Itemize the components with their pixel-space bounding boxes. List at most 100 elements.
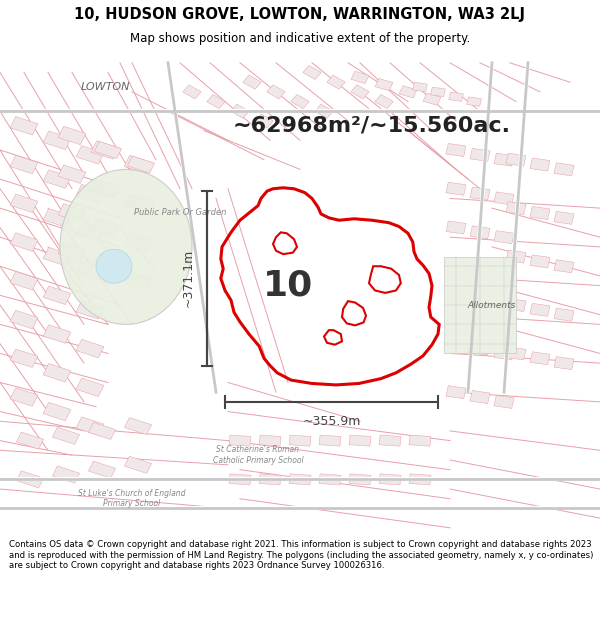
Bar bbox=[351, 85, 369, 99]
Bar bbox=[494, 308, 514, 321]
Bar bbox=[319, 474, 341, 485]
Bar bbox=[91, 141, 119, 159]
Bar bbox=[379, 435, 401, 446]
Bar bbox=[554, 357, 574, 369]
Bar bbox=[446, 144, 466, 156]
Bar bbox=[494, 153, 514, 166]
Bar bbox=[76, 339, 104, 358]
Bar bbox=[506, 202, 526, 214]
Bar bbox=[43, 402, 71, 421]
Bar bbox=[124, 194, 152, 213]
Text: Map shows position and indicative extent of the property.: Map shows position and indicative extent… bbox=[130, 32, 470, 45]
Bar bbox=[76, 223, 104, 242]
Bar bbox=[470, 342, 490, 355]
Bar bbox=[94, 180, 122, 198]
Bar bbox=[506, 347, 526, 360]
Bar bbox=[259, 435, 281, 446]
Ellipse shape bbox=[60, 169, 192, 324]
Bar bbox=[494, 347, 514, 360]
Bar bbox=[446, 221, 466, 234]
Bar bbox=[554, 163, 574, 176]
Bar bbox=[470, 391, 490, 404]
Bar bbox=[506, 250, 526, 263]
Bar bbox=[444, 256, 516, 354]
Bar bbox=[470, 226, 490, 239]
Text: Allotments: Allotments bbox=[468, 301, 516, 309]
Bar bbox=[375, 94, 393, 109]
Bar bbox=[423, 93, 441, 105]
Bar bbox=[10, 310, 38, 329]
Bar bbox=[76, 378, 104, 397]
Bar bbox=[43, 364, 71, 382]
Bar bbox=[494, 396, 514, 408]
Bar bbox=[289, 435, 311, 446]
Bar bbox=[124, 155, 152, 174]
Bar bbox=[229, 474, 251, 485]
Bar bbox=[506, 299, 526, 311]
Bar bbox=[58, 204, 86, 222]
Bar bbox=[229, 435, 251, 446]
Text: St Catherine's Roman
Catholic Primary School: St Catherine's Roman Catholic Primary Sc… bbox=[212, 446, 304, 465]
Bar bbox=[409, 474, 431, 485]
Bar bbox=[494, 192, 514, 205]
Bar bbox=[124, 271, 152, 290]
Bar bbox=[124, 418, 152, 434]
Bar bbox=[243, 75, 261, 89]
Text: ~355.9m: ~355.9m bbox=[302, 415, 361, 428]
Bar bbox=[183, 85, 201, 99]
Text: ~62968m²/~15.560ac.: ~62968m²/~15.560ac. bbox=[233, 116, 511, 136]
Text: ~371.1m: ~371.1m bbox=[181, 249, 194, 308]
Bar bbox=[43, 131, 71, 149]
Bar bbox=[327, 75, 345, 89]
Ellipse shape bbox=[96, 249, 132, 283]
Bar bbox=[449, 92, 463, 101]
Bar bbox=[554, 260, 574, 272]
Bar bbox=[446, 299, 466, 311]
Bar bbox=[94, 141, 122, 159]
Bar bbox=[43, 209, 71, 227]
Bar bbox=[446, 260, 466, 272]
Bar bbox=[349, 435, 371, 446]
Bar bbox=[16, 432, 44, 449]
Bar bbox=[127, 195, 155, 212]
Bar bbox=[413, 82, 427, 92]
Bar bbox=[91, 179, 119, 198]
Bar bbox=[530, 352, 550, 365]
Bar bbox=[76, 417, 104, 436]
Bar bbox=[10, 271, 38, 290]
Bar bbox=[10, 349, 38, 368]
Bar bbox=[124, 232, 152, 251]
Bar bbox=[207, 94, 225, 109]
Bar bbox=[409, 435, 431, 446]
Bar bbox=[446, 386, 466, 399]
Bar bbox=[530, 158, 550, 171]
Text: 10, HUDSON GROVE, LOWTON, WARRINGTON, WA3 2LJ: 10, HUDSON GROVE, LOWTON, WARRINGTON, WA… bbox=[74, 8, 526, 22]
Bar bbox=[379, 474, 401, 485]
Bar bbox=[76, 146, 104, 164]
Bar bbox=[43, 286, 71, 304]
Bar bbox=[127, 156, 155, 173]
Bar bbox=[291, 94, 309, 109]
Bar bbox=[58, 242, 86, 261]
Bar bbox=[351, 71, 369, 84]
Bar bbox=[319, 435, 341, 446]
Bar bbox=[470, 148, 490, 161]
Bar bbox=[259, 474, 281, 485]
Bar bbox=[91, 257, 119, 276]
Text: St Luke's Church of England
Primary School: St Luke's Church of England Primary Scho… bbox=[78, 489, 186, 509]
Bar bbox=[315, 104, 333, 118]
Bar bbox=[88, 422, 116, 439]
Text: Public Park Or Garden: Public Park Or Garden bbox=[134, 209, 226, 217]
Bar bbox=[554, 211, 574, 224]
Bar bbox=[43, 325, 71, 343]
Bar bbox=[255, 114, 273, 128]
Bar bbox=[494, 231, 514, 244]
Bar bbox=[231, 104, 249, 118]
Bar bbox=[43, 170, 71, 188]
Text: Contains OS data © Crown copyright and database right 2021. This information is : Contains OS data © Crown copyright and d… bbox=[9, 540, 593, 570]
Bar bbox=[76, 262, 104, 281]
Bar bbox=[10, 116, 38, 135]
Bar bbox=[10, 155, 38, 174]
Bar bbox=[10, 388, 38, 406]
Bar bbox=[470, 303, 490, 316]
